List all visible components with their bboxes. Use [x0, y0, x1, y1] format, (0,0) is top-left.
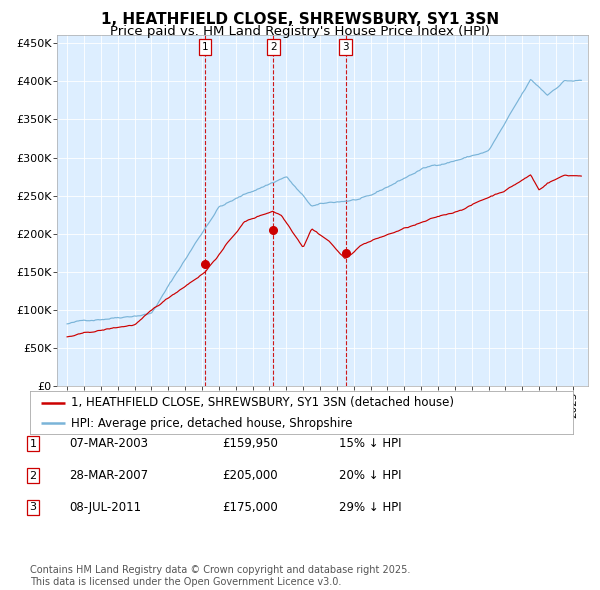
Text: £159,950: £159,950 — [222, 437, 278, 450]
Text: 1: 1 — [202, 42, 208, 52]
Text: 29% ↓ HPI: 29% ↓ HPI — [339, 501, 401, 514]
Text: HPI: Average price, detached house, Shropshire: HPI: Average price, detached house, Shro… — [71, 417, 352, 430]
Text: 3: 3 — [29, 503, 37, 512]
Text: 15% ↓ HPI: 15% ↓ HPI — [339, 437, 401, 450]
Text: 08-JUL-2011: 08-JUL-2011 — [69, 501, 141, 514]
Text: 07-MAR-2003: 07-MAR-2003 — [69, 437, 148, 450]
Text: 3: 3 — [342, 42, 349, 52]
Text: 2: 2 — [29, 471, 37, 480]
Text: 2: 2 — [270, 42, 277, 52]
Text: 1: 1 — [29, 439, 37, 448]
Text: Contains HM Land Registry data © Crown copyright and database right 2025.
This d: Contains HM Land Registry data © Crown c… — [30, 565, 410, 587]
Text: 1, HEATHFIELD CLOSE, SHREWSBURY, SY1 3SN: 1, HEATHFIELD CLOSE, SHREWSBURY, SY1 3SN — [101, 12, 499, 27]
Text: 20% ↓ HPI: 20% ↓ HPI — [339, 469, 401, 482]
Text: £205,000: £205,000 — [222, 469, 278, 482]
Text: 28-MAR-2007: 28-MAR-2007 — [69, 469, 148, 482]
Text: 1, HEATHFIELD CLOSE, SHREWSBURY, SY1 3SN (detached house): 1, HEATHFIELD CLOSE, SHREWSBURY, SY1 3SN… — [71, 396, 454, 409]
Text: £175,000: £175,000 — [222, 501, 278, 514]
Text: Price paid vs. HM Land Registry's House Price Index (HPI): Price paid vs. HM Land Registry's House … — [110, 25, 490, 38]
